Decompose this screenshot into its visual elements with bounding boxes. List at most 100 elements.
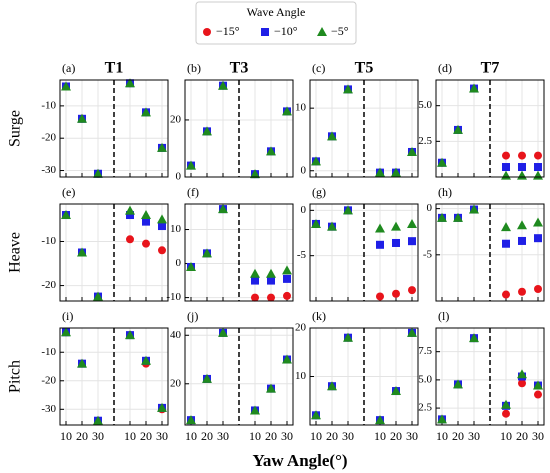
point <box>61 327 71 337</box>
panel-label: (e) <box>62 185 75 199</box>
panel-frame <box>309 79 419 178</box>
point <box>202 126 212 136</box>
x-tick-label: 10 <box>436 429 448 443</box>
x-tick-label: 20 <box>76 429 88 443</box>
panel-label: (b) <box>187 61 201 75</box>
point <box>375 167 385 177</box>
point <box>517 220 527 230</box>
x-tick-label: 20 <box>452 429 464 443</box>
point <box>157 142 167 152</box>
point <box>407 146 417 156</box>
legend-marker <box>203 28 211 36</box>
point <box>282 265 292 275</box>
panel-label: (g) <box>312 185 326 199</box>
panel-label: (h) <box>438 185 452 199</box>
x-tick-label: 30 <box>406 429 418 443</box>
point <box>501 170 511 180</box>
column-title: T5 <box>355 60 374 77</box>
point <box>125 330 135 340</box>
panel-frame <box>309 203 419 302</box>
point <box>502 163 510 172</box>
point <box>157 402 167 412</box>
point <box>408 237 416 246</box>
point <box>93 291 103 301</box>
row-label: Surge <box>7 110 24 147</box>
panel-frame <box>435 79 545 178</box>
point <box>469 333 479 343</box>
point <box>157 214 167 224</box>
point <box>158 246 166 255</box>
point <box>266 146 276 156</box>
y-tick-label: -5 <box>297 249 307 261</box>
x-tick-label: 20 <box>326 429 338 443</box>
legend-box <box>195 1 357 45</box>
y-tick-label: -10 <box>41 99 56 111</box>
point <box>376 292 384 301</box>
y-tick-label: -10 <box>41 235 56 247</box>
point <box>283 274 291 283</box>
x-tick-label: 30 <box>217 429 229 443</box>
x-tick-label: 20 <box>390 429 402 443</box>
panel-frame <box>184 327 294 426</box>
point <box>407 327 417 337</box>
panel-frame <box>59 203 169 302</box>
point <box>437 212 447 222</box>
point <box>251 293 259 302</box>
legend-marker <box>261 28 269 36</box>
point <box>186 415 196 425</box>
point <box>202 248 212 258</box>
y-tick-label: 2.5 <box>418 402 432 414</box>
point <box>534 163 542 172</box>
panel-label: (i) <box>62 309 73 323</box>
y-tick-label: 0 <box>176 171 182 183</box>
point <box>61 81 71 91</box>
point <box>391 167 401 177</box>
point <box>343 332 353 342</box>
y-tick-label: -10 <box>166 291 181 303</box>
row-label: Heave <box>7 232 24 273</box>
point <box>141 355 151 365</box>
column-title: T1 <box>105 60 124 77</box>
column-title: T7 <box>481 60 500 77</box>
point <box>283 291 291 300</box>
point <box>392 238 400 247</box>
point <box>218 204 228 214</box>
point <box>141 107 151 117</box>
y-tick-label: 5.0 <box>418 99 432 111</box>
point <box>534 284 542 293</box>
point <box>141 210 151 220</box>
panel-frame <box>435 203 545 302</box>
y-tick-label: 2.5 <box>418 135 432 147</box>
point <box>391 221 401 231</box>
point <box>311 410 321 420</box>
panel-label: (j) <box>187 309 198 323</box>
y-tick-label: -30 <box>41 403 56 415</box>
point <box>534 151 542 160</box>
point <box>93 415 103 425</box>
panel-frame <box>59 79 169 178</box>
point <box>502 239 510 248</box>
point <box>250 268 260 278</box>
point <box>327 221 337 231</box>
point <box>502 290 510 299</box>
point <box>343 84 353 94</box>
y-tick-label: 0 <box>301 204 307 216</box>
point <box>533 217 543 227</box>
point <box>266 268 276 278</box>
point <box>93 168 103 178</box>
legend-label: −15° <box>216 24 240 38</box>
point <box>469 204 479 214</box>
y-tick-label: -5 <box>423 248 433 260</box>
point <box>125 205 135 215</box>
panel-label: (l) <box>438 309 449 323</box>
point <box>518 287 526 296</box>
point <box>142 239 150 248</box>
panel-label: (c) <box>312 61 325 75</box>
x-tick-label: 20 <box>265 429 277 443</box>
panel-label: (k) <box>312 309 326 323</box>
point <box>534 390 542 399</box>
y-tick-label: -20 <box>41 374 56 386</box>
point <box>437 414 447 424</box>
x-tick-label: 20 <box>140 429 152 443</box>
point <box>533 380 543 390</box>
